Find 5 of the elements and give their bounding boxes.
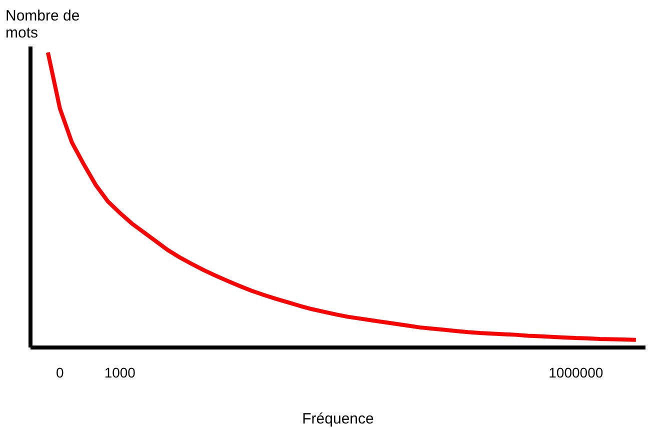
y-axis-title: Nombre de mots [6,8,80,42]
x-tick-label: 0 [56,364,64,380]
x-tick-label: 1000000 [548,364,604,380]
x-axis-title: Fréquence [302,410,374,428]
x-tick-label: 1000 [104,364,136,380]
